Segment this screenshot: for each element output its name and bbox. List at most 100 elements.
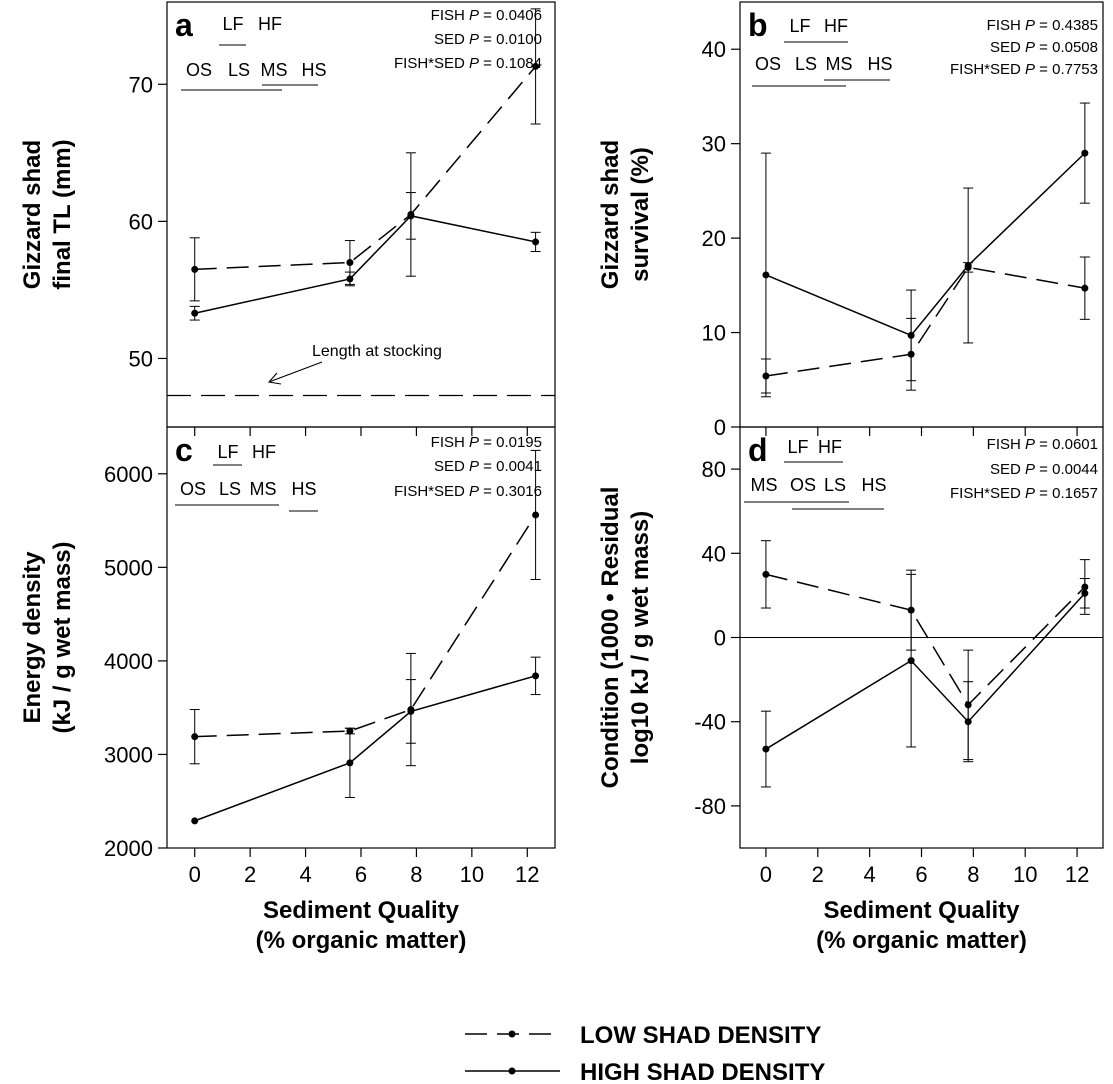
group-label-bottom: LS xyxy=(219,479,241,499)
data-point xyxy=(1081,284,1089,292)
series-high-density xyxy=(760,102,1090,398)
x-tick-label: 6 xyxy=(355,862,367,887)
series-line xyxy=(194,514,537,738)
y-axis-label: final TL (mm) xyxy=(49,139,76,289)
group-label-bottom: MS xyxy=(826,54,853,74)
annotation-length-at-stocking: Length at stocking xyxy=(312,343,442,360)
x-tick-label: 12 xyxy=(1065,862,1089,887)
data-point xyxy=(762,570,770,578)
stat-line: FISH*SED P = 0.1084 xyxy=(394,55,542,72)
series-low-density xyxy=(760,256,1090,394)
data-point xyxy=(762,745,770,753)
stat-line: FISH*SED P = 0.3016 xyxy=(394,483,542,500)
x-tick-label: 2 xyxy=(812,862,824,887)
stat-line: FISH P = 0.0195 xyxy=(431,434,542,451)
chart-panel-a: 50 60 70 Gizzard shad final TL (mm) Length at… xyxy=(19,1,556,436)
y-tick-label: 5000 xyxy=(104,555,153,580)
group-label-top: HF xyxy=(258,14,282,34)
data-point xyxy=(407,212,415,220)
data-point xyxy=(964,262,972,269)
chart-panel-d: -80 -40 0 40 80 0 2 4 6 8 10 12 Condition (1000 • Re… xyxy=(597,426,1104,954)
y-tick-label: 80 xyxy=(702,457,726,482)
x-tick-label: 0 xyxy=(189,862,201,887)
group-label-bottom: OS xyxy=(186,60,212,80)
y-tick-label: 70 xyxy=(129,72,153,97)
panel-letter: b xyxy=(748,7,768,43)
legend: LOW SHAD DENSITY HIGH SHAD DENSITY xyxy=(465,1022,825,1084)
group-label-bottom: MS xyxy=(751,475,778,495)
series-line xyxy=(765,573,1086,707)
x-tick-label: 2 xyxy=(244,862,256,887)
group-label-top: LF xyxy=(217,442,238,462)
group-label-top: LF xyxy=(789,16,810,36)
data-point xyxy=(532,62,540,70)
stat-line: SED P = 0.0508 xyxy=(990,39,1098,56)
series-line xyxy=(765,592,1086,750)
group-label-bottom: HS xyxy=(291,479,316,499)
series-high-density xyxy=(189,192,541,321)
series-low-density xyxy=(189,8,541,302)
y-axis-label: Gizzard shad xyxy=(597,140,624,289)
y-tick-label: 0 xyxy=(714,626,726,651)
x-tick-label: 8 xyxy=(410,862,422,887)
x-tick-label: 6 xyxy=(915,862,927,887)
group-label-bottom: MS xyxy=(250,479,277,499)
group-label-bottom: OS xyxy=(790,475,816,495)
x-tick-label: 8 xyxy=(967,862,979,887)
data-point xyxy=(762,271,770,279)
data-point xyxy=(964,718,972,726)
panel-letter: c xyxy=(175,432,193,468)
series-low-density xyxy=(760,540,1090,761)
data-point xyxy=(407,707,415,715)
group-label-bottom: LS xyxy=(824,475,846,495)
data-point xyxy=(346,759,354,767)
group-label-top: HF xyxy=(818,437,842,457)
series-line xyxy=(765,266,1085,377)
group-label-bottom: OS xyxy=(180,479,206,499)
panel-letter: d xyxy=(748,432,768,468)
x-tick-label: 0 xyxy=(760,862,772,887)
data-point xyxy=(1081,149,1089,157)
y-tick-label: 40 xyxy=(702,37,726,62)
legend-label-low-density: LOW SHAD DENSITY xyxy=(580,1022,821,1049)
data-point xyxy=(532,238,540,246)
y-tick-label: 20 xyxy=(702,226,726,251)
series-high-density xyxy=(191,656,541,825)
group-label-bottom: HS xyxy=(867,54,892,74)
x-axis-label: (% organic matter) xyxy=(256,927,467,954)
annotation-arrow-head xyxy=(267,372,282,385)
y-axis-label: (kJ / g wet mass) xyxy=(49,541,76,733)
y-tick-label: 0 xyxy=(714,415,726,440)
data-point xyxy=(907,657,915,665)
data-point xyxy=(1081,589,1089,597)
data-point xyxy=(191,265,199,273)
data-point xyxy=(532,511,540,519)
x-tick-label: 10 xyxy=(1013,862,1037,887)
group-label-top: LF xyxy=(787,437,808,457)
legend-marker-low-density xyxy=(508,1030,516,1038)
annotation-arrow xyxy=(268,361,323,383)
x-tick-label: 4 xyxy=(299,862,311,887)
y-tick-label: -40 xyxy=(694,710,726,735)
data-point xyxy=(346,275,354,283)
y-tick-label: 6000 xyxy=(104,462,153,487)
y-tick-label: -80 xyxy=(694,794,726,819)
group-label-bottom: HS xyxy=(861,475,886,495)
group-label-bottom: MS xyxy=(261,60,288,80)
data-point xyxy=(191,309,199,317)
chart-panel-c: 2000 3000 4000 5000 6000 0 2 4 6 8 10 12 Energy dens… xyxy=(19,426,556,954)
y-tick-label: 10 xyxy=(702,321,726,346)
y-axis-label: log10 kJ / g wet mass) xyxy=(627,511,654,764)
y-tick-label: 4000 xyxy=(104,649,153,674)
y-axis-label: Condition (1000 • Residual xyxy=(597,487,624,789)
group-label-bottom: HS xyxy=(301,60,326,80)
stat-line: SED P = 0.0044 xyxy=(990,461,1098,478)
stat-line: FISH*SED P = 0.7753 xyxy=(950,61,1098,78)
y-axis-label: survival (%) xyxy=(627,147,654,282)
series-line xyxy=(194,65,537,271)
data-point xyxy=(907,331,915,339)
x-tick-label: 10 xyxy=(460,862,484,887)
y-tick-label: 3000 xyxy=(104,742,153,767)
